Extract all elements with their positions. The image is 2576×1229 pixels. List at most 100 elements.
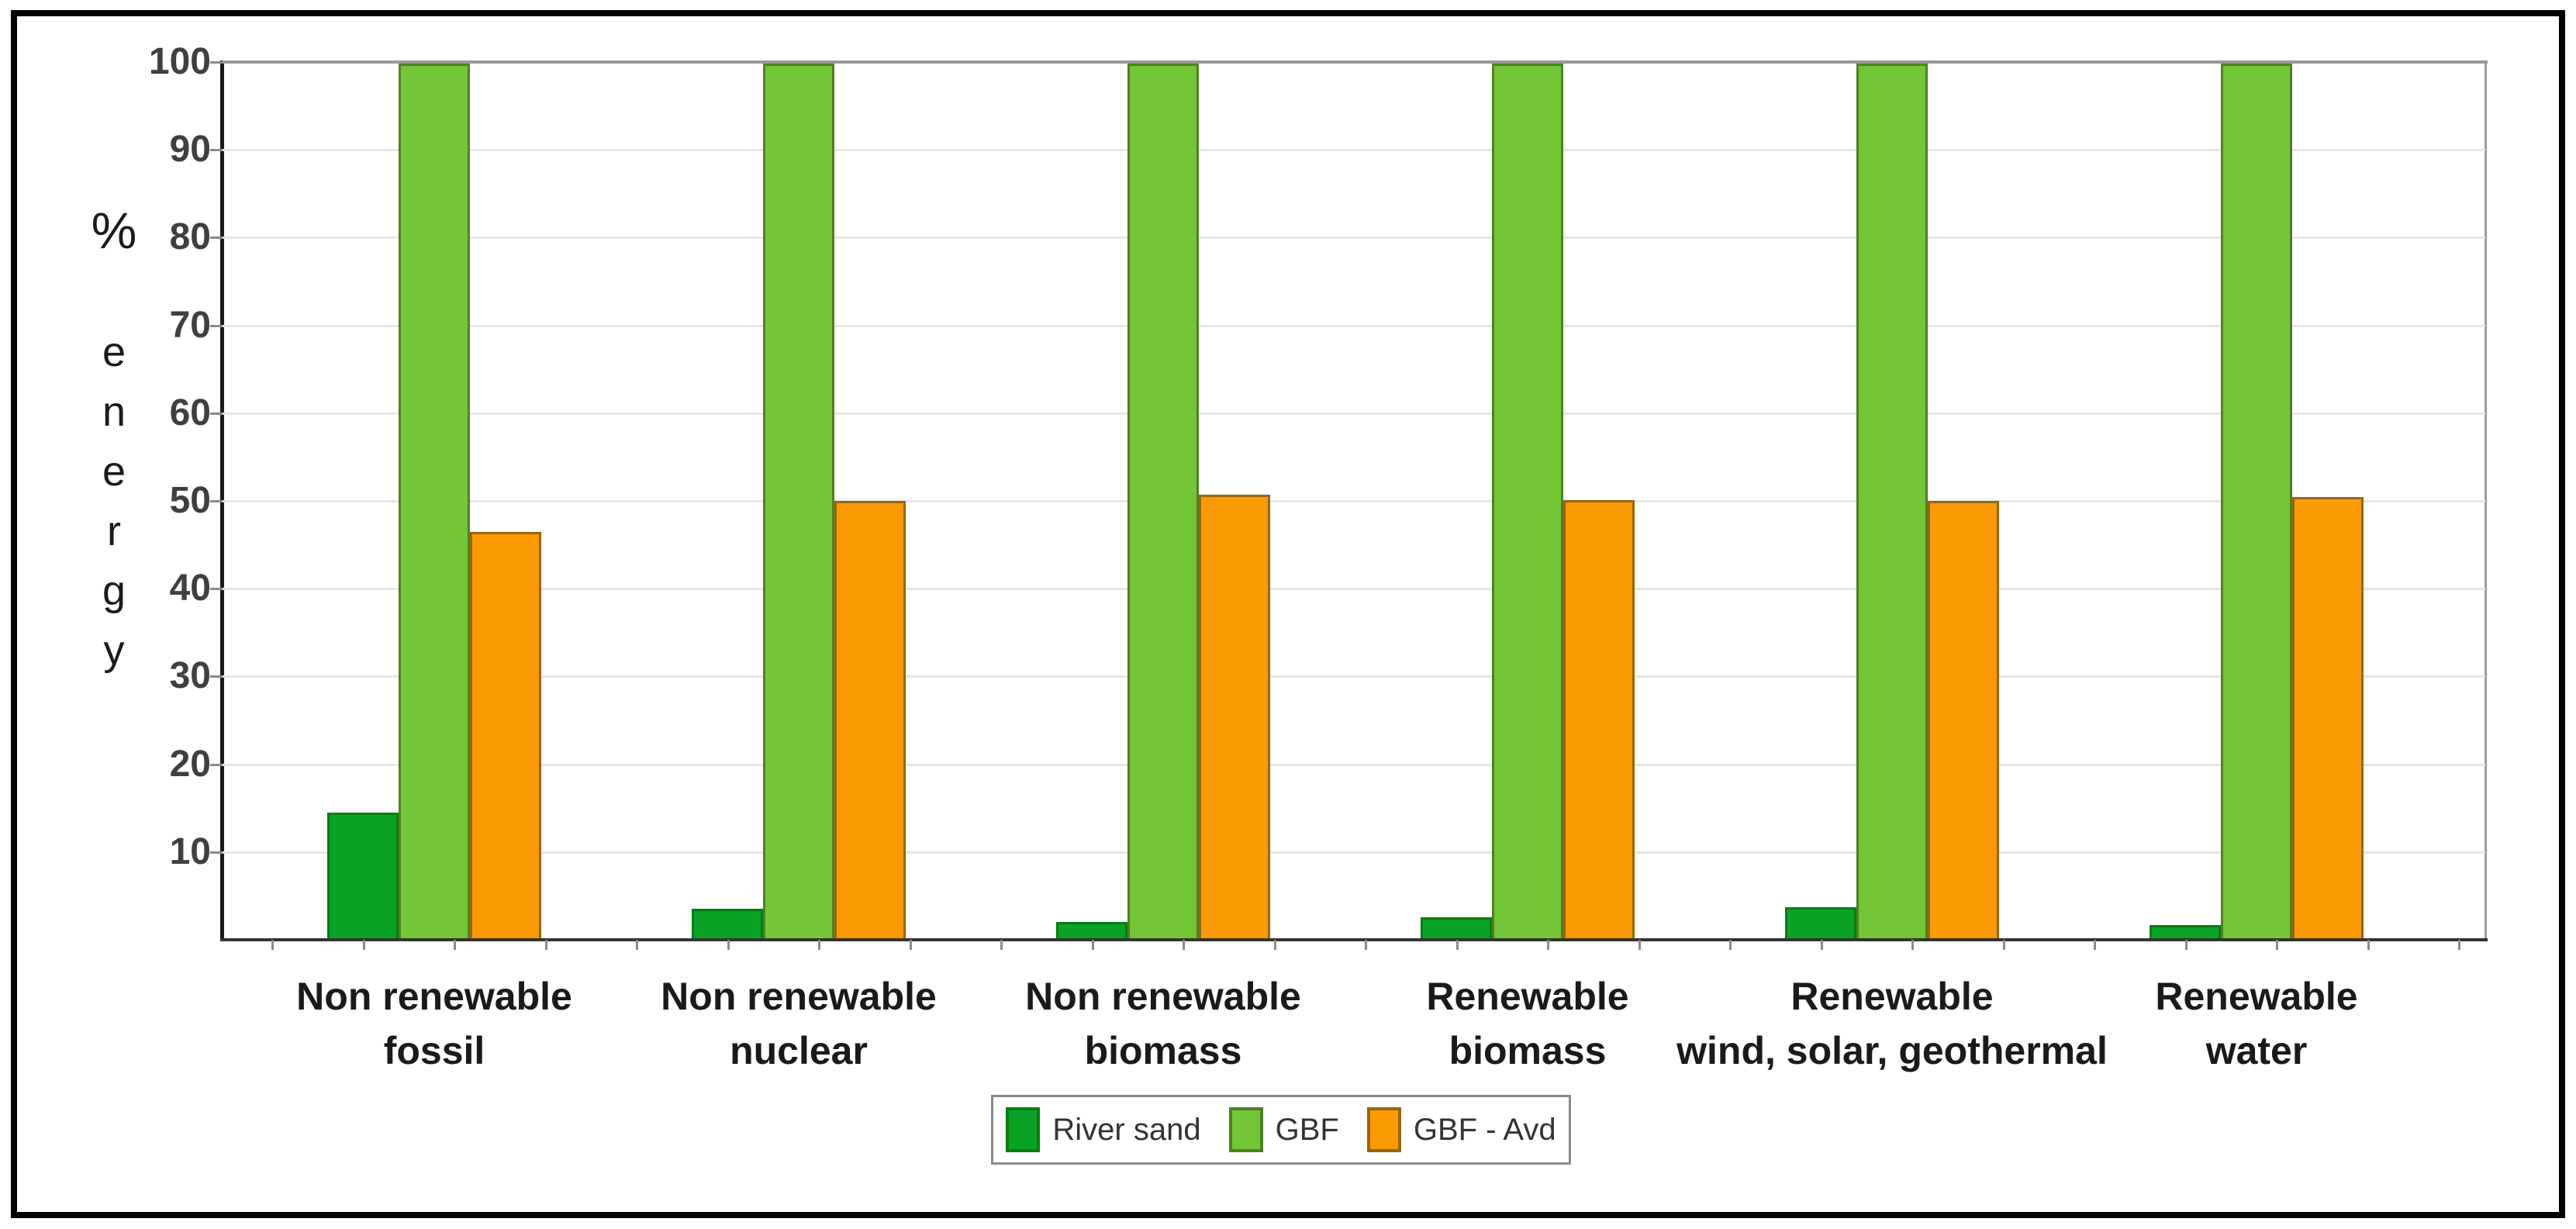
x-axis-tick — [454, 940, 456, 950]
legend-label: River sand — [1052, 1112, 1201, 1147]
gridline — [223, 500, 2485, 502]
bar-gbf-1 — [763, 64, 834, 940]
y-axis-title-char: r — [107, 508, 121, 554]
bar-river-sand-1 — [692, 909, 763, 940]
x-axis-tick — [636, 940, 638, 950]
x-axis-tick — [2094, 940, 2096, 950]
y-tick-label: 40 — [169, 568, 211, 609]
y-axis-tick — [210, 763, 223, 766]
y-axis-tick — [210, 149, 223, 152]
y-axis-title-char: y — [103, 627, 125, 674]
bar-gbf-avd-1 — [834, 501, 906, 940]
legend-item-river-sand: River sand — [1006, 1107, 1201, 1152]
gridline — [223, 851, 2485, 854]
x-axis-tick — [1273, 940, 1276, 950]
y-tick-label: 80 — [169, 216, 211, 258]
bar-river-sand-0 — [327, 813, 399, 940]
x-axis-tick — [2367, 940, 2370, 950]
gridline — [223, 675, 2485, 678]
y-axis-title-char: e — [102, 448, 126, 495]
legend: River sand GBF GBF - Avd — [991, 1095, 1571, 1165]
bar-river-sand-5 — [2150, 925, 2221, 940]
x-axis-tick — [2458, 940, 2460, 950]
legend-swatch-icon — [1228, 1107, 1263, 1152]
bar-river-sand-2 — [1056, 922, 1127, 940]
gridline — [223, 412, 2485, 415]
y-axis-title-char: % — [91, 202, 137, 259]
gridline — [223, 236, 2485, 240]
legend-swatch-icon — [1366, 1107, 1401, 1152]
category-label-0: Non renewable fossil — [296, 975, 572, 1072]
x-axis-tick — [1000, 940, 1003, 950]
plot-area — [223, 62, 2485, 940]
category-label-3: Renewable biomass — [1426, 975, 1629, 1072]
legend-label: GBF - Avd — [1413, 1112, 1556, 1147]
x-axis-tick — [1820, 940, 1823, 950]
y-axis-title: % e n e r g y — [71, 203, 157, 681]
bar-gbf-avd-2 — [1199, 495, 1270, 940]
y-axis-tick — [210, 61, 223, 64]
bar-gbf-3 — [1492, 64, 1563, 940]
y-tick-label: 70 — [169, 304, 211, 346]
y-tick-label: 90 — [169, 129, 211, 171]
bar-river-sand-4 — [1785, 907, 1856, 940]
legend-swatch-icon — [1006, 1107, 1041, 1152]
x-axis-tick — [727, 940, 730, 950]
x-axis-tick — [1638, 940, 1641, 950]
plot-top-border — [223, 60, 2488, 64]
figure-border — [11, 10, 2565, 1218]
x-axis-tick — [818, 940, 820, 950]
bar-gbf-2 — [1127, 64, 1199, 940]
y-axis-tick — [210, 588, 223, 591]
bar-gbf-avd-3 — [1563, 500, 1635, 940]
x-axis-line — [220, 938, 2488, 941]
legend-item-gbf-avd: GBF - Avd — [1366, 1107, 1556, 1152]
gridline — [223, 763, 2485, 766]
bar-gbf-avd-5 — [2292, 497, 2364, 940]
x-axis-tick — [544, 940, 547, 950]
y-tick-label: 30 — [169, 655, 211, 697]
gridline — [223, 149, 2485, 152]
category-label-5: Renewable water — [2155, 975, 2358, 1072]
bar-gbf-5 — [2221, 64, 2292, 940]
y-axis-title-char: n — [102, 388, 126, 435]
y-axis-tick — [210, 851, 223, 854]
y-axis-tick — [210, 675, 223, 678]
y-axis-tick — [210, 412, 223, 415]
bar-gbf-avd-0 — [470, 532, 541, 940]
category-label-4: Renewable wind, solar, geothermal — [1676, 975, 2108, 1072]
x-axis-tick — [1091, 940, 1094, 950]
y-axis-tick — [210, 324, 223, 327]
category-label-2: Non renewable biomass — [1025, 975, 1301, 1072]
y-axis-title-char: e — [102, 329, 126, 375]
x-axis-tick — [1455, 940, 1459, 950]
x-axis-tick — [362, 940, 365, 950]
gridline — [223, 588, 2485, 591]
x-axis-tick — [1911, 940, 1914, 950]
bar-river-sand-3 — [1421, 917, 1492, 940]
legend-item-gbf: GBF — [1228, 1107, 1339, 1152]
gridline — [223, 324, 2485, 327]
x-axis-tick — [1729, 940, 1732, 950]
x-axis-tick — [271, 940, 274, 950]
y-axis-tick — [210, 500, 223, 502]
y-tick-label: 50 — [169, 480, 211, 521]
category-label-1: Non renewable nuclear — [661, 975, 937, 1072]
bar-gbf-4 — [1856, 64, 1928, 940]
x-axis-tick — [2276, 940, 2278, 950]
y-tick-label: 60 — [169, 392, 211, 433]
x-axis-tick — [2002, 940, 2005, 950]
y-axis-tick — [210, 236, 223, 240]
x-axis-tick — [909, 940, 912, 950]
bar-gbf-avd-4 — [1928, 501, 1999, 940]
x-axis-tick — [1183, 940, 1185, 950]
legend-label: GBF — [1275, 1112, 1339, 1147]
y-tick-label: 100 — [148, 41, 211, 82]
y-tick-label: 10 — [169, 830, 211, 872]
x-axis-tick — [2184, 940, 2188, 950]
plot-right-border — [2484, 60, 2487, 941]
y-axis-title-char: g — [102, 568, 126, 614]
y-tick-label: 20 — [169, 743, 211, 785]
bar-gbf-0 — [399, 64, 470, 940]
